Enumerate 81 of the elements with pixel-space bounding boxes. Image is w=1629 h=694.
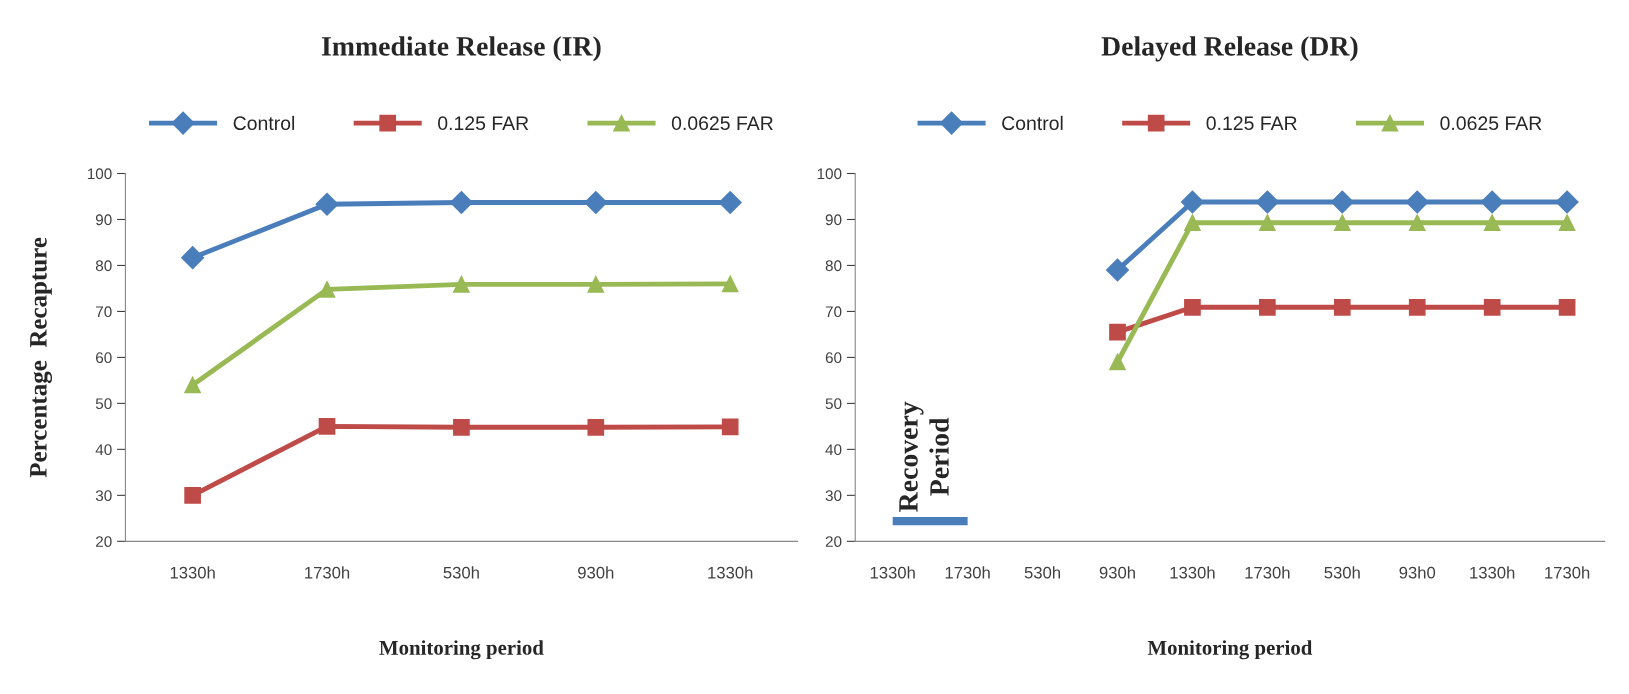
point [1558, 214, 1576, 232]
point [1255, 190, 1279, 214]
x-axis-title: Monitoring period [1147, 640, 1313, 660]
x-tick-label: 930h [578, 566, 614, 579]
y-tick-label: 70 [825, 306, 842, 318]
y-tick-label: 80 [95, 260, 112, 272]
point [1184, 298, 1201, 316]
point [318, 281, 336, 298]
y-tick-label: 60 [825, 352, 842, 364]
point [1558, 298, 1576, 316]
y-tick-label: 90 [825, 214, 842, 226]
chart-title: Immediate Release (IR) [321, 36, 601, 62]
point [1408, 214, 1426, 232]
y-tick-label: 100 [817, 168, 842, 180]
y-tick-label: 50 [95, 398, 112, 410]
point [721, 418, 739, 436]
point [721, 275, 739, 293]
y-tick-label: 90 [95, 214, 112, 226]
y-tick-label: 60 [96, 352, 112, 364]
legend-label: 0.0625 FAR [1440, 116, 1542, 131]
point [1333, 298, 1351, 316]
x-tick-label: 1730h [945, 566, 990, 579]
point [184, 376, 201, 394]
point [1184, 214, 1201, 232]
y-tick-label: 30 [825, 490, 842, 502]
y-tick-label: 40 [95, 444, 112, 456]
point [1105, 258, 1129, 282]
y-tick-label: 30 [95, 490, 112, 502]
point [1180, 190, 1204, 214]
point [1483, 214, 1501, 232]
point [1259, 298, 1276, 316]
point [584, 190, 608, 214]
point [1555, 190, 1579, 214]
x-tick-label: 1330h [870, 566, 915, 579]
point [1483, 298, 1501, 316]
x-axis-title: Monitoring period [379, 640, 544, 660]
legend-label: 0.125 FAR [1206, 116, 1297, 131]
point [1408, 298, 1426, 316]
x-tick-label: 530h [443, 566, 479, 579]
x-tick-label: 1330h [170, 566, 215, 579]
y-axis-title: Percentage Recapture [30, 237, 53, 478]
y-tick-label: 80 [825, 260, 842, 272]
x-tick-label: 530h [1324, 566, 1360, 579]
y-tick-label: 40 [825, 444, 842, 456]
legend-label: Control [233, 115, 295, 131]
point [453, 275, 470, 293]
y-tick-label: 20 [96, 536, 112, 548]
x-tick-label: 93h0 [1399, 566, 1436, 579]
x-tick-label: 930h [1099, 566, 1135, 579]
legend-label: 0.0625 FAR [671, 116, 773, 131]
x-tick-label: 1730h [1245, 566, 1290, 579]
y-tick-label: 20 [825, 536, 842, 548]
point [315, 192, 339, 216]
legend-label: 0.125 FAR [438, 116, 529, 131]
point [184, 487, 201, 504]
x-tick-label: 530h [1024, 566, 1061, 579]
point [1109, 353, 1126, 371]
point [1330, 190, 1354, 214]
x-tick-label: 1330h [708, 566, 753, 579]
point [318, 418, 336, 435]
y-tick-label: 50 [825, 398, 842, 410]
point [587, 418, 605, 436]
point [1405, 190, 1429, 214]
point [718, 190, 742, 214]
point [1259, 214, 1276, 232]
y-tick-label: 70 [96, 306, 112, 318]
point [449, 190, 473, 214]
point [587, 275, 605, 293]
x-tick-label: 1730h [305, 566, 350, 579]
point [1109, 323, 1126, 341]
chart-title: Delayed Release (DR) [1101, 36, 1358, 62]
point [1333, 214, 1351, 232]
x-tick-label: 1330h [1470, 566, 1515, 579]
point [181, 246, 205, 270]
y-tick-label: 100 [87, 168, 112, 180]
legend-label: Control [1002, 115, 1063, 131]
point [1480, 190, 1504, 214]
annotation: Recovery Period [899, 401, 949, 512]
x-tick-label: 1330h [1170, 566, 1215, 579]
x-tick-label: 1730h [1545, 566, 1590, 579]
point [453, 418, 470, 436]
